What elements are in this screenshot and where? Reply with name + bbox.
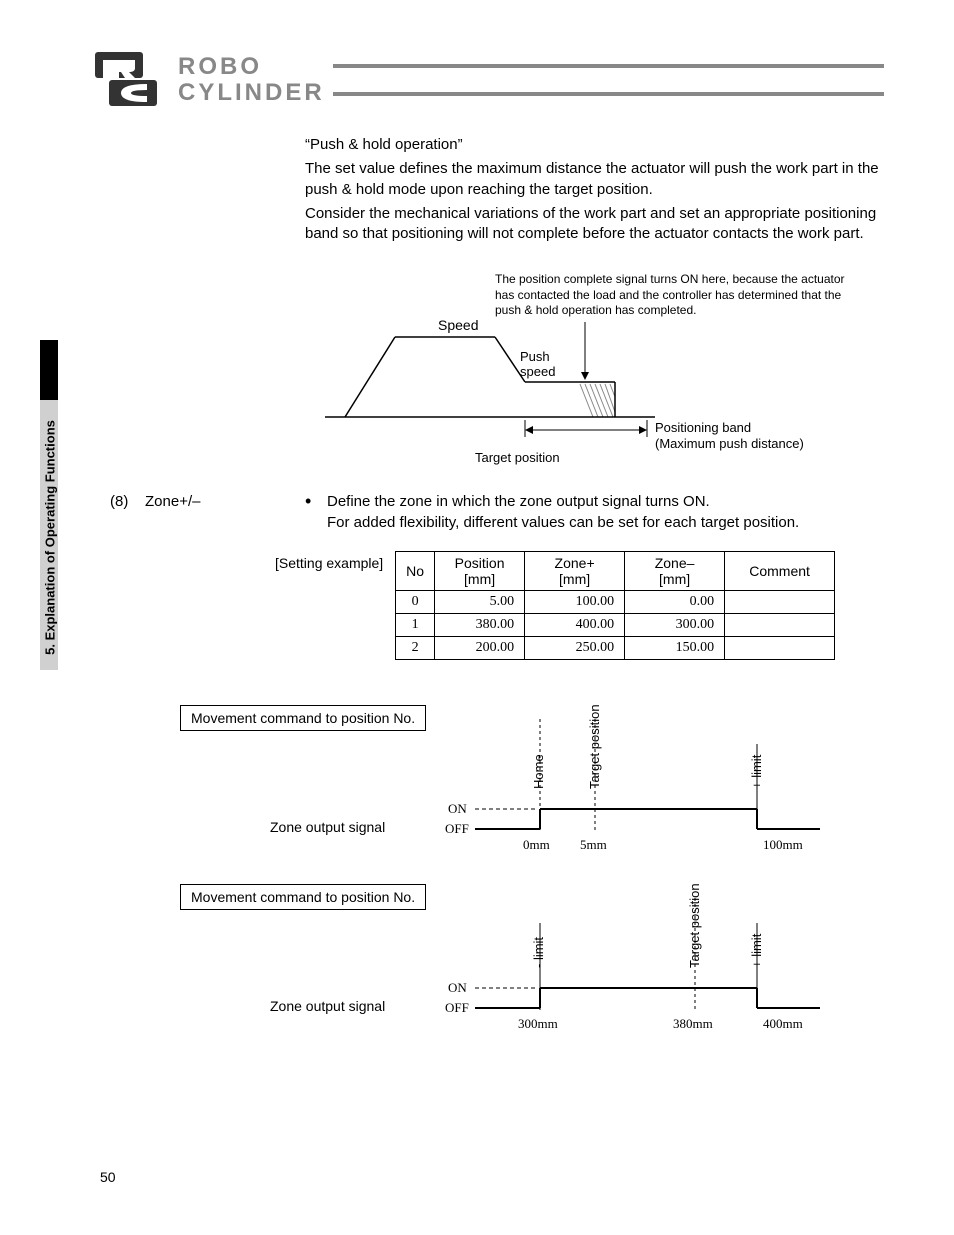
page-number: 50	[100, 1169, 116, 1185]
zone-num: (8)	[110, 492, 145, 533]
bullet-icon: •	[305, 492, 327, 533]
off-label-1: OFF	[445, 821, 469, 837]
push-hold-text: “Push & hold operation” The set value de…	[305, 135, 884, 244]
th-comment: Comment	[725, 551, 835, 590]
setting-example-table: [Setting example] No Position[mm] Zone+[…	[275, 551, 884, 660]
table-row: 0 5.00 100.00 0.00	[396, 590, 835, 613]
th-pos: Position[mm]	[435, 551, 525, 590]
table-row: 2 200.00 250.00 150.00	[396, 636, 835, 659]
plimit-vlabel-1: + limit	[749, 754, 764, 788]
page-header: ROBO CYLINDER	[95, 50, 884, 110]
push-hold-p2: Consider the mechanical variations of th…	[305, 204, 884, 245]
speed-diagram: The position complete signal turns ON he…	[305, 272, 875, 462]
zone-text-l1: Define the zone in which the zone output…	[327, 492, 884, 512]
zone-text-l2: For added flexibility, different values …	[327, 513, 884, 533]
positioning-band-label: Positioning band (Maximum push distance)	[655, 420, 804, 451]
zone-name: Zone+/–	[145, 492, 305, 533]
th-no: No	[396, 551, 435, 590]
target-vlabel-2: Target position	[687, 883, 702, 968]
logo-word-2: CYLINDER	[178, 81, 325, 105]
header-rule	[333, 64, 884, 96]
zone-signal-diagram-2: Movement command to position No. Zone ou…	[180, 884, 860, 1028]
xlabel-2c: 400mm	[763, 1016, 803, 1032]
on-label-1: ON	[448, 801, 467, 817]
xlabel-2b: 380mm	[673, 1016, 713, 1032]
section-tab: 5. Explanation of Operating Functions	[40, 340, 58, 670]
push-speed-label: Push speed	[520, 350, 555, 379]
logo-text: ROBO CYLINDER	[178, 55, 325, 105]
target-position-label: Target position	[475, 450, 560, 465]
th-zone-minus: Zone–[mm]	[625, 551, 725, 590]
xlabel-1b: 5mm	[580, 837, 607, 853]
xlabel-1c: 100mm	[763, 837, 803, 853]
logo-word-1: ROBO	[178, 55, 325, 79]
rc-logo-icon	[95, 50, 170, 110]
zone-output-label-1: Zone output signal	[270, 819, 385, 835]
table-row: 1 380.00 400.00 300.00	[396, 613, 835, 636]
mlimit-vlabel: - limit	[531, 937, 546, 968]
on-label-2: ON	[448, 980, 467, 996]
th-zone-plus: Zone+[mm]	[525, 551, 625, 590]
push-hold-title: “Push & hold operation”	[305, 135, 884, 155]
table-caption: [Setting example]	[275, 555, 383, 571]
off-label-2: OFF	[445, 1000, 469, 1016]
speed-label: Speed	[438, 317, 478, 333]
target-vlabel-1: Target position	[587, 704, 602, 789]
xlabel-2a: 300mm	[518, 1016, 558, 1032]
zone-output-label-2: Zone output signal	[270, 998, 385, 1014]
zone-section: (8) Zone+/– • Define the zone in which t…	[110, 492, 884, 533]
xlabel-1a: 0mm	[523, 837, 550, 853]
plimit-vlabel-2: + limit	[749, 933, 764, 967]
section-tab-label: 5. Explanation of Operating Functions	[43, 388, 58, 688]
zone-signal-diagram-1: Movement command to position No. Zone ou…	[180, 705, 860, 849]
push-hold-p1: The set value defines the maximum distan…	[305, 159, 884, 200]
home-vlabel: Home	[531, 754, 546, 789]
